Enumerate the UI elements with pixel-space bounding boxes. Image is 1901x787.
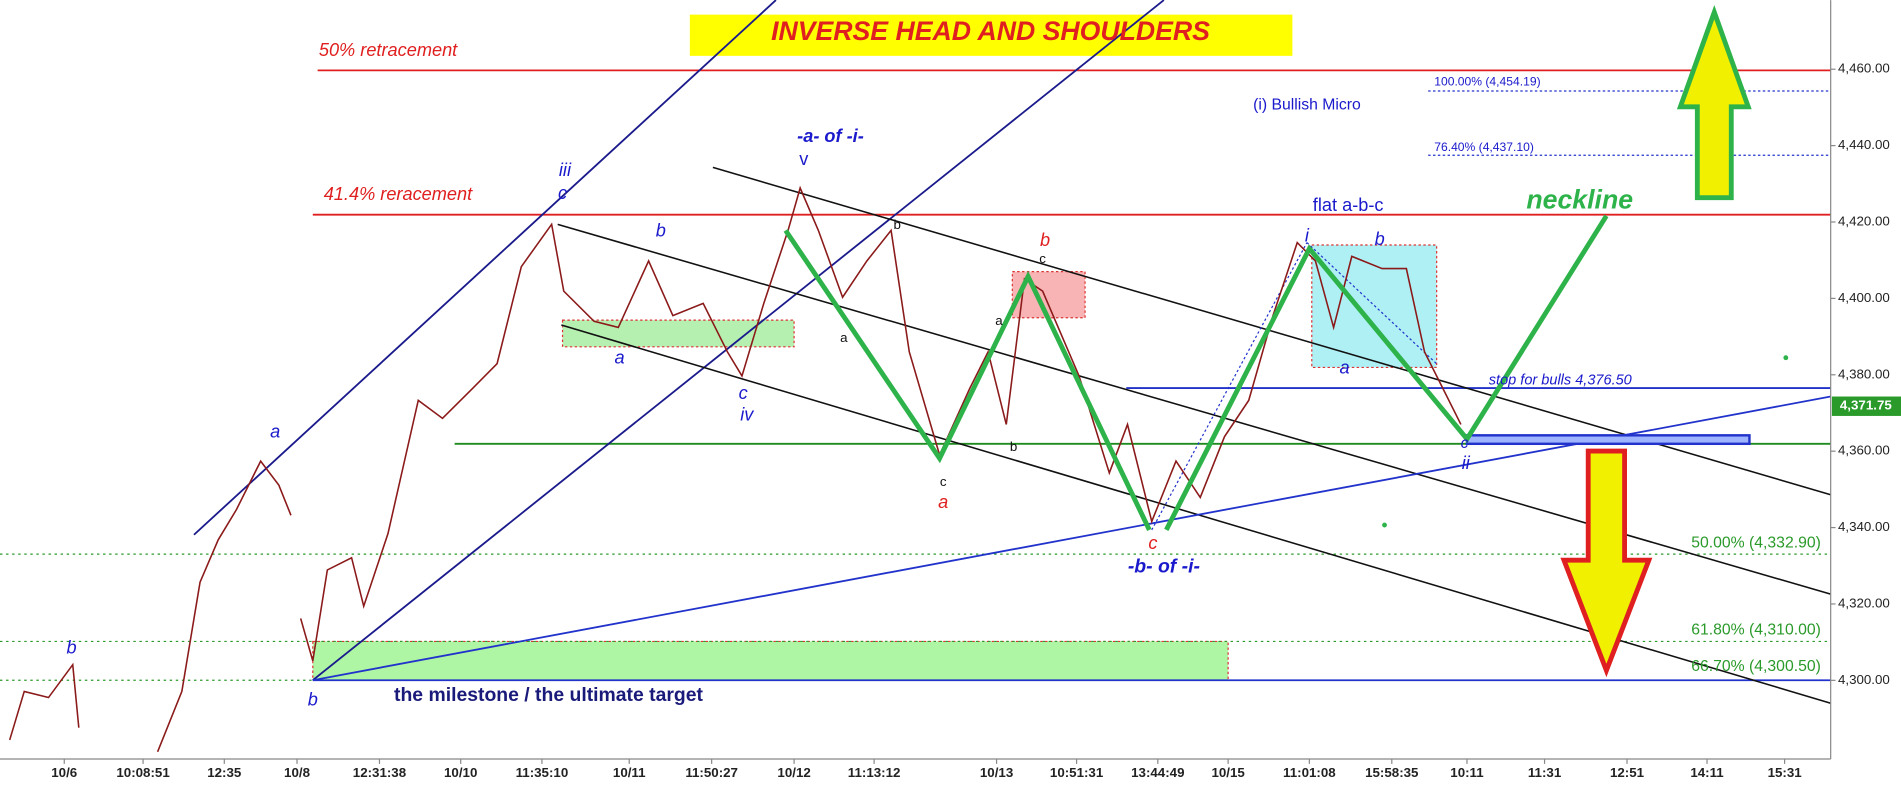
- x-tick-label: 12:31:38: [353, 765, 406, 780]
- x-tick-label: 10/11: [613, 765, 646, 780]
- annotation: c: [1039, 251, 1046, 266]
- annotation: a: [995, 313, 1003, 328]
- x-tick-label: 15:58:35: [1365, 765, 1419, 780]
- shapes: [0, 0, 1831, 705]
- annotation: b: [66, 638, 76, 658]
- annotation: 66.70% (4,300.50): [1691, 658, 1821, 675]
- x-tick-label: 11:50:27: [685, 765, 738, 780]
- annotation: i: [1305, 225, 1310, 245]
- annotation: b: [1010, 439, 1017, 454]
- annotation: a: [614, 348, 624, 368]
- target-zone: [312, 640, 1229, 681]
- x-tick-label: 11:01:08: [1283, 765, 1336, 780]
- annotation: -b- of -i-: [1128, 556, 1200, 578]
- annotation: c: [940, 474, 947, 489]
- x-tick-label: 10:11: [1450, 765, 1484, 780]
- pattern-line: [783, 229, 1152, 531]
- up-arrow: [1676, 5, 1752, 201]
- y-tick-label: 4,440.00: [1838, 137, 1890, 152]
- annotation: c: [1461, 435, 1469, 452]
- annotation: the milestone / the ultimate target: [394, 684, 704, 706]
- y-tick-label: 4,400.00: [1838, 290, 1890, 305]
- annotation: 61.80% (4,310.00): [1691, 622, 1821, 639]
- y-tick-label: 4,360.00: [1838, 443, 1890, 458]
- annotation: flat a-b-c: [1313, 195, 1384, 215]
- annotation: 41.4% reracement: [324, 184, 473, 204]
- annotation: 100.00% (4,454.19): [1434, 75, 1540, 89]
- y-tick-label: 4,460.00: [1838, 61, 1890, 76]
- pattern-line: [1164, 214, 1609, 531]
- annotation: b: [893, 217, 900, 232]
- channel-line: [193, 0, 777, 536]
- x-tick-label: 14:11: [1690, 765, 1724, 780]
- x-tick-label: 10:08:51: [116, 765, 170, 780]
- x-tick-label: 12:51: [1610, 765, 1645, 780]
- annotation: (i) Bullish Micro: [1253, 97, 1361, 114]
- x-tick-label: 11:31: [1528, 765, 1562, 780]
- x-tick-label: 10:51:31: [1050, 765, 1104, 780]
- annotation: b: [1375, 229, 1385, 249]
- annotation: b: [656, 220, 666, 240]
- annotation: c: [558, 183, 567, 203]
- x-tick-label: 15:31: [1768, 765, 1803, 780]
- annotation: c: [739, 383, 748, 403]
- annotation: a: [1339, 357, 1349, 377]
- price: [8, 185, 1462, 753]
- annotation: 76.40% (4,437.10): [1434, 140, 1534, 154]
- channel-line: [312, 0, 1165, 681]
- last-price-box: [1831, 396, 1901, 416]
- x-tick-label: 10/12: [777, 765, 810, 780]
- chart-title: INVERSE HEAD AND SHOULDERS: [771, 16, 1210, 46]
- y-tick-label: 4,420.00: [1838, 214, 1890, 229]
- x-tick-label: 11:35:10: [516, 765, 569, 780]
- x-tick-label: 11:13:12: [848, 765, 901, 780]
- y-tick-label: 4,320.00: [1838, 595, 1890, 610]
- x-tick-label: 13:44:49: [1131, 765, 1184, 780]
- y-tick-label: 4,340.00: [1838, 519, 1890, 534]
- zone: [1465, 434, 1751, 446]
- annotation: 50% retracement: [319, 40, 458, 60]
- trend-line: [1306, 242, 1438, 365]
- x-tick-label: 10/10: [444, 765, 477, 780]
- annotation: iii: [559, 160, 572, 180]
- annotation: -a- of -i-: [797, 126, 864, 146]
- last-price-label: 4,371.75: [1840, 398, 1892, 413]
- dot: [1783, 355, 1789, 361]
- y-tick-label: 4,380.00: [1838, 366, 1890, 381]
- annotation: iv: [740, 405, 754, 425]
- annotation: b: [1040, 230, 1050, 250]
- x-tick-label: 10/15: [1211, 765, 1245, 780]
- price-line: [8, 185, 1462, 753]
- x-tick-label: 10/8: [284, 765, 310, 780]
- dot: [1382, 522, 1387, 528]
- annotation: ii: [1462, 453, 1471, 473]
- annotation: a: [270, 422, 280, 442]
- annotation: a: [840, 330, 848, 345]
- x-tick-label: 10/6: [51, 765, 77, 780]
- title-box: [689, 14, 1293, 56]
- annotation: v: [799, 149, 809, 169]
- annotation: b: [308, 690, 318, 710]
- annotation: stop for bulls 4,376.50: [1489, 373, 1632, 389]
- annotation: c: [1148, 533, 1157, 553]
- down-arrow: [1560, 448, 1653, 678]
- annotation: a: [938, 492, 948, 512]
- y-tick-label: 4,300.00: [1838, 672, 1890, 687]
- x-tick-label: 12:35: [207, 765, 242, 780]
- annotation: neckline: [1526, 184, 1633, 214]
- annotation: 50.00% (4,332.90): [1691, 534, 1821, 551]
- x-tick-label: 10/13: [980, 765, 1013, 780]
